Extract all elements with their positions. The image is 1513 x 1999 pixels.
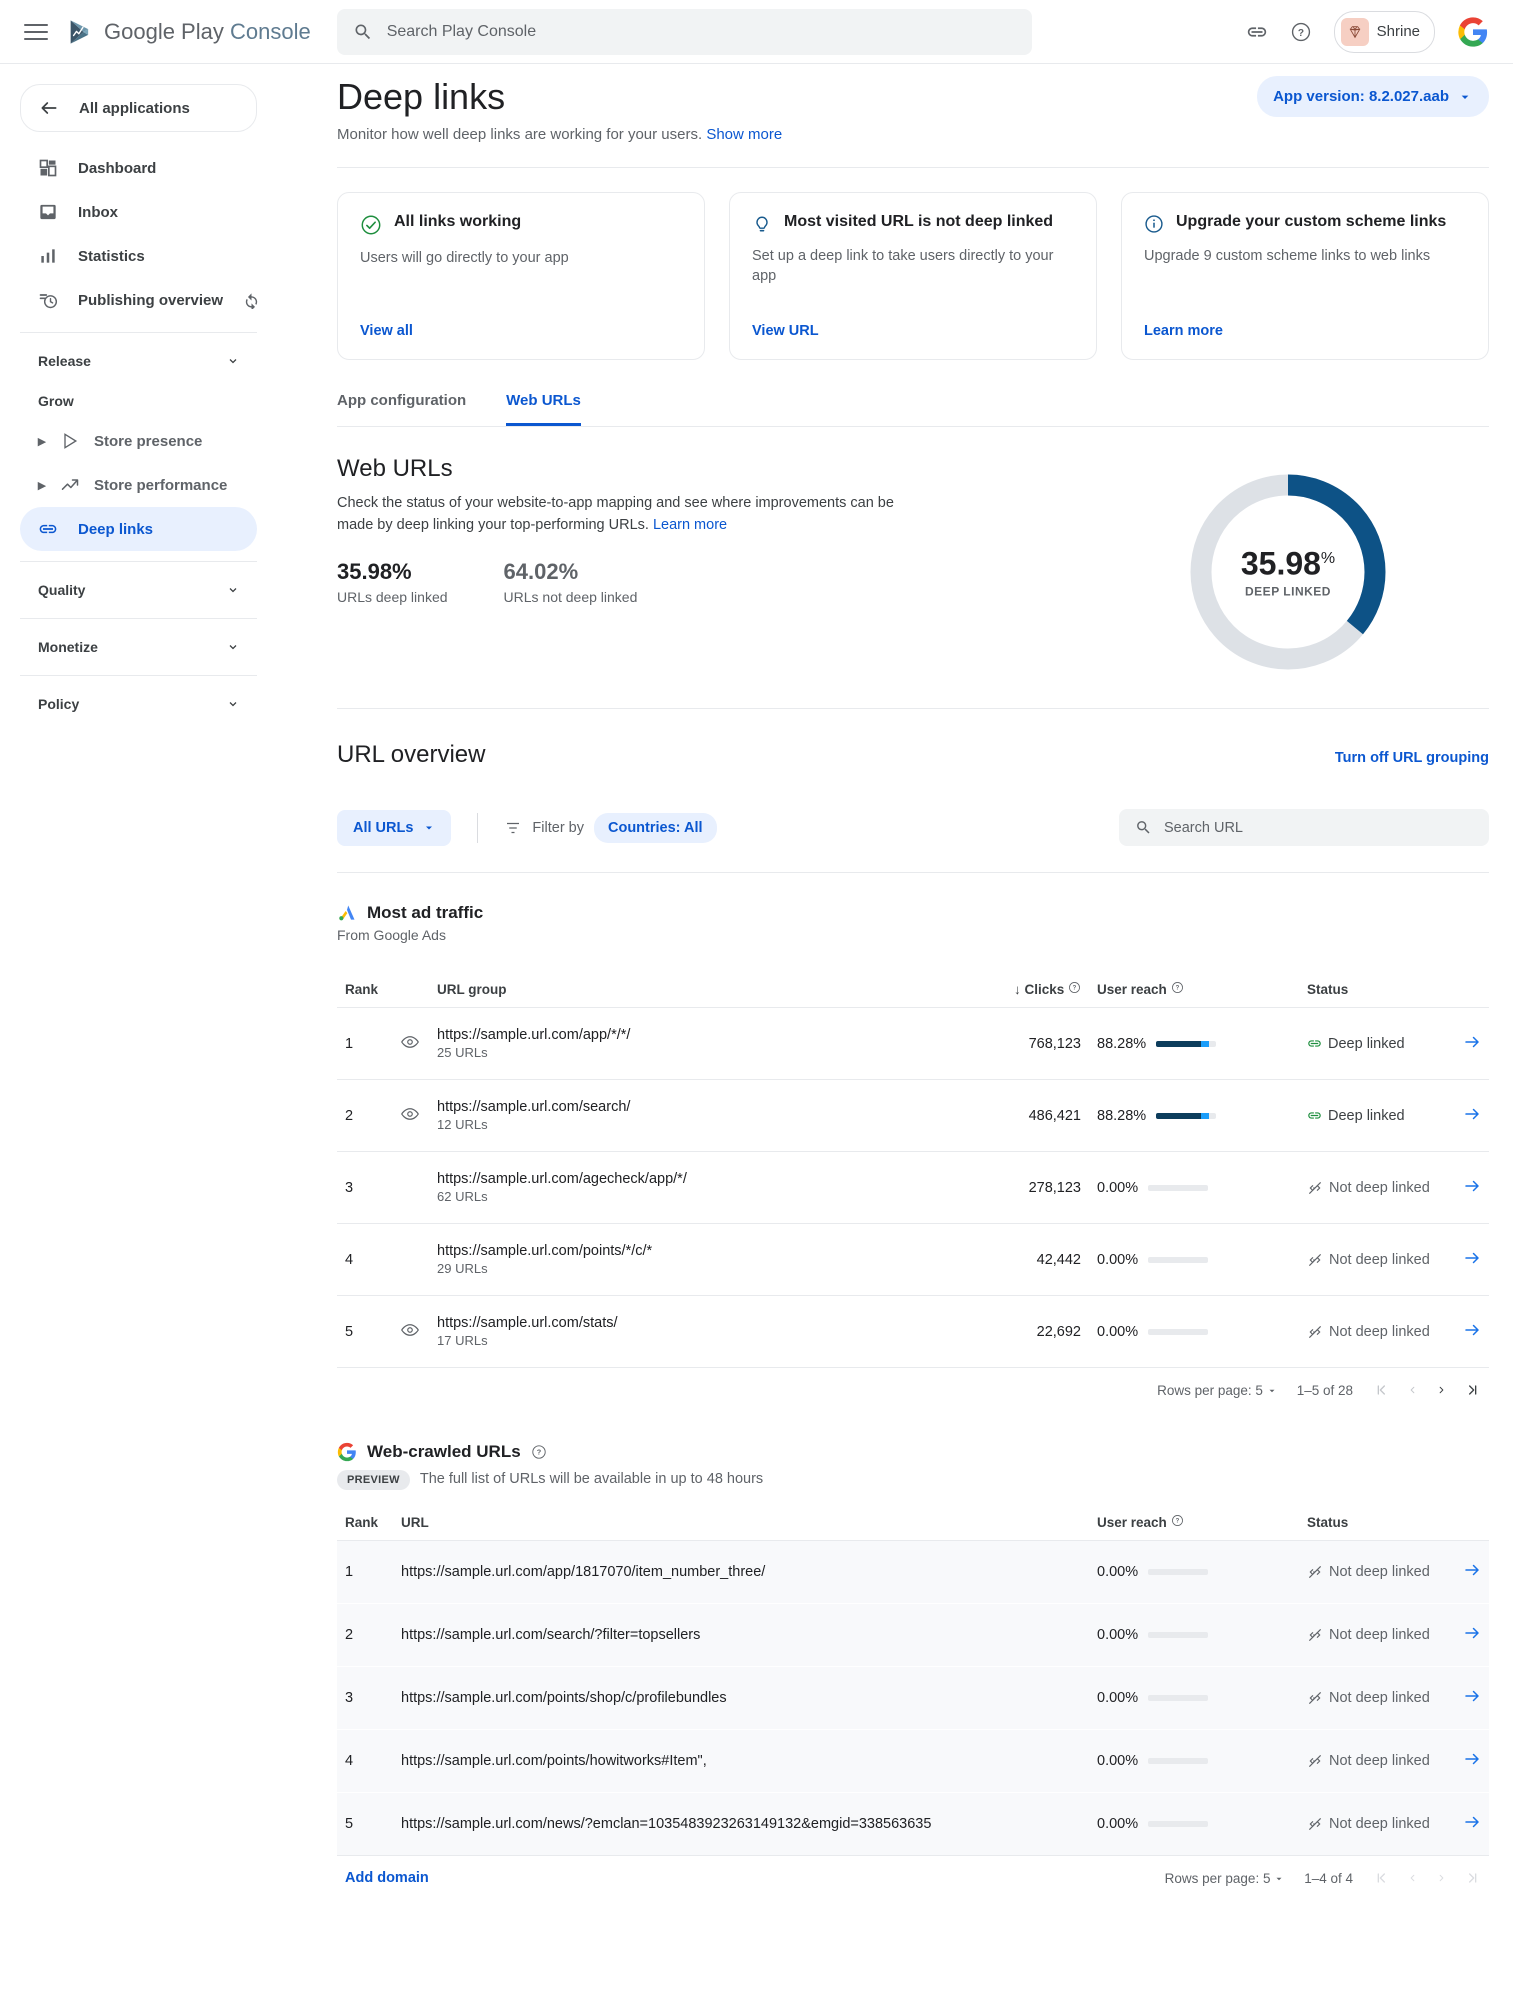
svg-text:?: ?: [1298, 28, 1304, 39]
svg-text:?: ?: [1073, 986, 1077, 992]
svg-text:?: ?: [1175, 1519, 1179, 1525]
svg-text:?: ?: [1175, 986, 1179, 992]
svg-text:?: ?: [536, 1448, 541, 1457]
